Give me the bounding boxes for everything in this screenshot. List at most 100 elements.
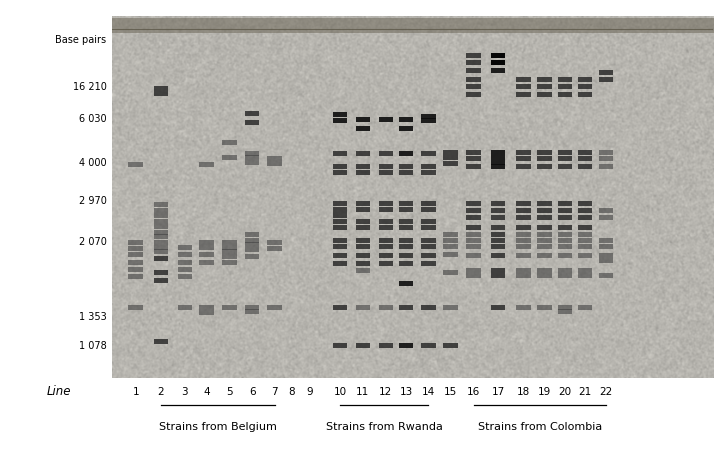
Bar bbox=[444, 238, 458, 243]
Bar bbox=[516, 201, 531, 206]
Bar bbox=[153, 218, 168, 224]
Bar bbox=[379, 117, 393, 122]
Bar bbox=[558, 305, 572, 310]
Text: 4 000: 4 000 bbox=[79, 158, 107, 168]
Bar bbox=[467, 268, 481, 273]
Bar bbox=[421, 201, 436, 206]
Bar bbox=[577, 232, 592, 237]
Bar bbox=[153, 213, 168, 218]
Bar bbox=[356, 225, 370, 230]
Bar bbox=[199, 260, 214, 265]
Bar bbox=[222, 260, 237, 265]
Bar bbox=[537, 77, 552, 82]
Bar bbox=[222, 155, 237, 160]
Bar bbox=[577, 253, 592, 258]
Bar bbox=[245, 242, 259, 247]
Bar bbox=[128, 162, 143, 167]
Bar bbox=[356, 238, 370, 243]
Bar bbox=[516, 157, 531, 162]
Text: 17: 17 bbox=[492, 387, 505, 397]
Bar bbox=[558, 244, 572, 250]
Bar bbox=[558, 225, 572, 230]
Bar bbox=[598, 258, 613, 263]
Bar bbox=[577, 305, 592, 310]
Bar bbox=[245, 151, 259, 156]
Bar bbox=[491, 60, 505, 65]
Text: 14: 14 bbox=[422, 387, 435, 397]
Bar bbox=[128, 246, 143, 251]
Bar bbox=[245, 254, 259, 259]
Bar bbox=[267, 161, 282, 166]
Bar bbox=[199, 162, 214, 167]
Bar bbox=[558, 273, 572, 278]
Text: 3: 3 bbox=[181, 387, 188, 397]
Bar bbox=[356, 207, 370, 212]
Bar bbox=[399, 253, 413, 258]
Bar bbox=[537, 164, 552, 169]
Text: 8: 8 bbox=[289, 387, 295, 397]
Bar bbox=[444, 161, 458, 166]
Bar bbox=[537, 201, 552, 206]
Bar bbox=[356, 125, 370, 131]
Text: 15: 15 bbox=[444, 387, 457, 397]
Bar bbox=[399, 201, 413, 206]
Bar bbox=[245, 238, 259, 243]
Bar bbox=[399, 207, 413, 212]
Bar bbox=[467, 93, 481, 98]
Bar bbox=[379, 201, 393, 206]
Bar bbox=[467, 201, 481, 206]
Bar bbox=[399, 170, 413, 175]
Bar bbox=[333, 343, 347, 348]
Text: 13: 13 bbox=[400, 387, 413, 397]
Bar bbox=[444, 343, 458, 348]
Bar bbox=[467, 208, 481, 213]
Bar bbox=[491, 164, 505, 169]
Bar bbox=[199, 245, 214, 250]
Text: 20: 20 bbox=[558, 387, 572, 397]
Bar bbox=[421, 170, 436, 175]
Bar bbox=[245, 305, 259, 310]
Bar bbox=[537, 208, 552, 213]
Bar bbox=[467, 238, 481, 243]
Bar bbox=[222, 140, 237, 145]
Bar bbox=[399, 225, 413, 230]
Bar bbox=[421, 343, 436, 348]
Bar bbox=[467, 77, 481, 82]
Bar bbox=[516, 84, 531, 89]
Bar bbox=[379, 170, 393, 175]
Bar bbox=[178, 305, 192, 310]
Bar bbox=[516, 215, 531, 220]
Bar bbox=[558, 253, 572, 258]
Bar bbox=[598, 273, 613, 278]
Bar bbox=[598, 215, 613, 220]
Bar bbox=[491, 215, 505, 220]
Bar bbox=[356, 262, 370, 267]
Bar bbox=[356, 219, 370, 224]
Bar bbox=[379, 244, 393, 250]
Bar bbox=[516, 150, 531, 155]
Bar bbox=[333, 170, 347, 175]
Bar bbox=[399, 219, 413, 224]
Bar bbox=[356, 244, 370, 250]
Bar bbox=[153, 245, 168, 250]
Bar bbox=[537, 157, 552, 162]
Bar bbox=[333, 118, 347, 123]
Bar bbox=[558, 215, 572, 220]
Bar bbox=[444, 155, 458, 160]
Bar bbox=[333, 253, 347, 258]
Bar bbox=[153, 240, 168, 245]
Text: 12: 12 bbox=[379, 387, 392, 397]
Bar bbox=[222, 254, 237, 259]
Bar bbox=[491, 238, 505, 243]
Bar bbox=[399, 125, 413, 131]
Bar bbox=[128, 260, 143, 265]
Bar bbox=[356, 151, 370, 156]
Text: Strains from Colombia: Strains from Colombia bbox=[477, 422, 602, 432]
Bar bbox=[516, 253, 531, 258]
Bar bbox=[245, 111, 259, 116]
Bar bbox=[178, 260, 192, 265]
Bar bbox=[491, 305, 505, 310]
Bar bbox=[444, 270, 458, 275]
Bar bbox=[356, 305, 370, 310]
Bar bbox=[598, 70, 613, 75]
